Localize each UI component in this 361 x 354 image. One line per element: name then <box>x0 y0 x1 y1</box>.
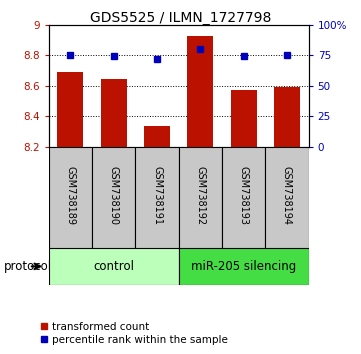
Legend: transformed count, percentile rank within the sample: transformed count, percentile rank withi… <box>36 317 231 349</box>
Text: GSM738192: GSM738192 <box>195 166 205 225</box>
Bar <box>179 248 309 285</box>
Text: GSM738194: GSM738194 <box>282 166 292 225</box>
Bar <box>135 147 179 248</box>
Bar <box>101 79 127 147</box>
Bar <box>92 147 135 248</box>
Text: GSM738191: GSM738191 <box>152 166 162 225</box>
Text: protocol: protocol <box>4 260 52 273</box>
Bar <box>231 90 257 147</box>
Text: GSM738189: GSM738189 <box>65 166 75 225</box>
Bar <box>49 248 179 285</box>
Text: miR-205 silencing: miR-205 silencing <box>191 260 296 273</box>
Bar <box>144 126 170 147</box>
Text: GDS5525 / ILMN_1727798: GDS5525 / ILMN_1727798 <box>90 11 271 25</box>
Bar <box>57 72 83 147</box>
Bar <box>265 147 309 248</box>
Bar <box>49 147 92 248</box>
Text: GSM738190: GSM738190 <box>109 166 119 225</box>
Bar <box>179 147 222 248</box>
Bar <box>187 36 213 147</box>
Bar <box>274 87 300 147</box>
Text: GSM738193: GSM738193 <box>239 166 249 225</box>
Text: control: control <box>93 260 134 273</box>
Bar <box>222 147 265 248</box>
